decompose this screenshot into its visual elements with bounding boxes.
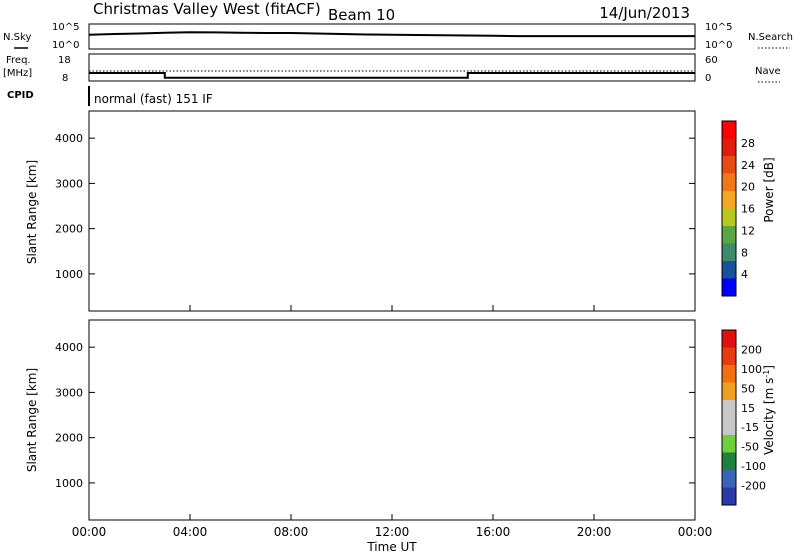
nsky-label: N.Sky — [3, 32, 31, 43]
cpid-text: normal (fast) 151 IF — [94, 92, 213, 106]
x-tick-label: 00:00 — [72, 525, 107, 539]
velocity-colorbar-tick: -200 — [741, 480, 766, 493]
power-ytick-label: 4000 — [55, 132, 83, 145]
power-colorbar-swatch — [722, 226, 736, 244]
cpid-label: CPID — [7, 90, 34, 101]
velocity-colorbar-swatch — [722, 435, 736, 453]
power-colorbar: 28 24 20 16 12 8 4 — [721, 120, 755, 297]
power-colorbar-swatch — [722, 243, 736, 261]
velocity-ytick-label: 1000 — [55, 477, 83, 490]
beam-label: Beam 10 — [328, 6, 395, 24]
freq-panel-frame — [88, 53, 696, 82]
power-colorbar-swatch — [722, 138, 736, 156]
x-tick-label: 08:00 — [274, 525, 309, 539]
power-colorbar-swatch — [722, 261, 736, 279]
noise-right-tick-top: 10^5 — [705, 22, 732, 33]
power-ytick-label: 1000 — [55, 268, 83, 281]
power-colorbar-tick: 24 — [741, 159, 755, 172]
freq-label: Freq. — [6, 55, 31, 66]
power-colorbar-tick: 4 — [741, 268, 748, 281]
velocity-colorbar-tick: -50 — [741, 441, 759, 454]
power-colorbar-frame — [721, 120, 737, 297]
x-axis-ticks: 00:00 04:00 08:00 12:00 16:00 20:00 00:00 — [72, 305, 713, 539]
x-tick-label: 00:00 — [678, 525, 713, 539]
velocity-colorbar-tick: 200 — [741, 343, 762, 356]
noise-left-tick-top: 10^5 — [52, 22, 79, 33]
power-panel-frame — [88, 110, 696, 312]
date-label: 14/Jun/2013 — [599, 4, 690, 22]
power-ytick-label: 2000 — [55, 223, 83, 236]
velocity-colorbar-tick: -15 — [741, 421, 759, 434]
x-tick-label: 16:00 — [476, 525, 511, 539]
velocity-colorbar-swatch — [722, 365, 736, 383]
velocity-colorbar-tick: 50 — [741, 382, 755, 395]
velocity-colorbar-tick: 100 — [741, 363, 762, 376]
station-title: Christmas Valley West (fitACF) — [93, 0, 321, 18]
noise-line — [88, 31, 695, 38]
velocity-ytick-label: 4000 — [55, 341, 83, 354]
nave-label: Nave — [755, 66, 781, 77]
velocity-panel-frame — [88, 319, 696, 521]
nsearch-label: N.Search — [748, 32, 793, 43]
velocity-ytick-label: 3000 — [55, 386, 83, 399]
velocity-colorbar: 200 100 50 15 -15 -50 -100 -200 — [721, 329, 766, 506]
power-colorbar-tick: 28 — [741, 137, 755, 150]
power-colorbar-swatch — [722, 173, 736, 191]
velocity-colorbar-swatch — [722, 417, 736, 435]
x-tick-label: 12:00 — [375, 525, 410, 539]
freq-right-tick-bottom: 0 — [705, 73, 711, 84]
power-ytick-label: 3000 — [55, 177, 83, 190]
freq-series-line — [89, 72, 695, 79]
x-tick-label: 04:00 — [173, 525, 208, 539]
velocity-colorbar-tick: 15 — [741, 402, 755, 415]
velocity-colorbar-tick: -100 — [741, 460, 766, 473]
x-tick-label: 20:00 — [577, 525, 612, 539]
velocity-colorbar-swatch — [722, 400, 736, 418]
power-colorbar-swatch — [722, 208, 736, 226]
power-colorbar-tick: 12 — [741, 224, 755, 237]
power-ylabel: Slant Range [km] — [25, 160, 39, 264]
power-colorbar-swatch — [722, 278, 736, 296]
power-colorbar-tick: 20 — [741, 181, 755, 194]
velocity-colorbar-swatch — [722, 487, 736, 505]
noise-left-tick-bottom: 10^0 — [52, 40, 79, 51]
power-colorbar-swatch — [722, 156, 736, 174]
velocity-ylabel: Slant Range [km] — [25, 368, 39, 472]
freq-left-tick-bottom: 8 — [62, 73, 68, 84]
noise-right-tick-bottom: 10^0 — [705, 40, 732, 51]
velocity-y-ticks: 1000 2000 3000 4000 — [55, 341, 695, 490]
power-colorbar-tick: 16 — [741, 203, 755, 216]
velocity-colorbar-swatch — [722, 382, 736, 400]
nsky-series-line — [88, 31, 695, 38]
freq-left-tick-top: 18 — [58, 55, 71, 66]
freq-unit-label: [MHz] — [3, 68, 32, 79]
velocity-ytick-label: 2000 — [55, 432, 83, 445]
power-colorbar-label: Power [dB] — [762, 157, 776, 222]
velocity-colorbar-swatch — [722, 347, 736, 365]
velocity-colorbar-swatch — [722, 452, 736, 470]
power-colorbar-tick: 8 — [741, 246, 748, 259]
velocity-colorbar-label: Velocity [m s-1] — [762, 365, 777, 455]
freq-right-tick-top: 60 — [705, 55, 718, 66]
velocity-colorbar-swatch — [722, 330, 736, 348]
velocity-colorbar-frame — [721, 329, 737, 506]
freq-line — [89, 72, 695, 79]
velocity-colorbar-swatch — [722, 470, 736, 488]
x-axis-label: Time UT — [366, 540, 417, 554]
power-colorbar-swatch — [722, 191, 736, 209]
power-colorbar-swatch — [722, 121, 736, 139]
power-y-ticks: 1000 2000 3000 4000 — [55, 132, 695, 281]
